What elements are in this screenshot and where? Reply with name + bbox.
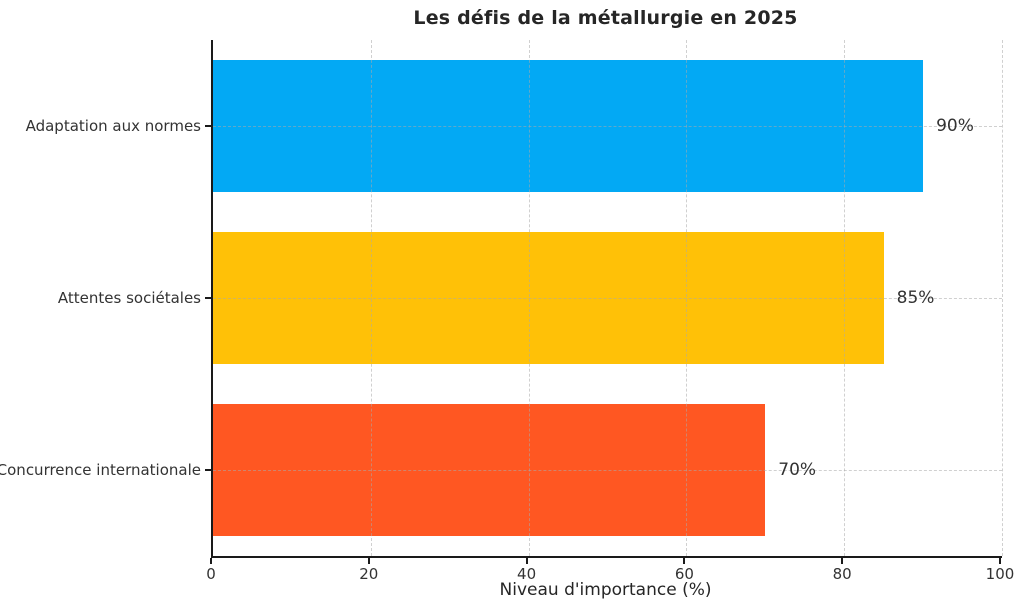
- x-tick-mark: [999, 558, 1001, 564]
- y-tick-label: Adaptation aux normes: [25, 117, 201, 135]
- x-tick-mark: [841, 558, 844, 564]
- x-tick-label: 60: [674, 565, 694, 583]
- y-tick-mark: [205, 469, 211, 471]
- bar-value-label: 70%: [778, 460, 817, 480]
- y-tick-label: Attentes sociétales: [57, 289, 201, 307]
- x-tick-label: 80: [832, 565, 852, 583]
- gridline-horizontal: [213, 126, 1002, 127]
- y-tick-mark: [205, 297, 211, 299]
- x-tick-label: 20: [359, 565, 379, 583]
- x-tick-mark: [525, 558, 528, 564]
- x-tick-mark: [683, 558, 686, 564]
- x-tick-label: 100: [985, 565, 1015, 583]
- bar-value-label: 85%: [896, 288, 935, 308]
- y-tick-label: Concurrence internationale: [0, 461, 201, 479]
- x-tick-label: 40: [517, 565, 537, 583]
- gridline-horizontal: [213, 298, 1002, 299]
- gridline-vertical: [1002, 40, 1003, 556]
- x-tick-mark: [210, 558, 212, 564]
- y-tick-mark: [205, 125, 211, 127]
- plot-area: 90% 85% 70%: [211, 40, 1003, 558]
- bar-value-label: 90%: [936, 116, 974, 136]
- x-axis-label: Niveau d'importance (%): [499, 580, 712, 600]
- x-tick-mark: [367, 558, 370, 564]
- x-tick-label: 0: [206, 565, 216, 583]
- gridline-horizontal: [213, 470, 1002, 471]
- chart-title: Les défis de la métallurgie en 2025: [413, 7, 798, 29]
